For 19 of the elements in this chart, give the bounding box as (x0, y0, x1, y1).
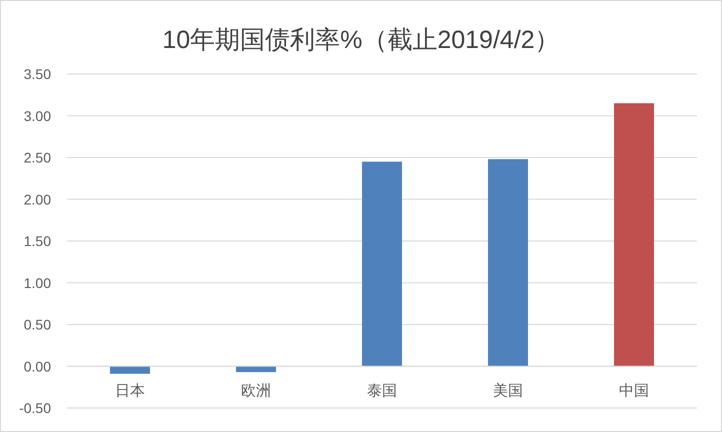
y-tick-label: 0.00 (24, 358, 52, 374)
y-tick-label: 1.50 (24, 233, 52, 249)
x-tick-label: 美国 (493, 382, 523, 400)
bar (614, 103, 654, 366)
bar (488, 159, 528, 366)
y-tick-label: 2.50 (24, 150, 52, 166)
x-tick-label: 泰国 (367, 382, 397, 400)
y-tick-label: 0.50 (24, 316, 52, 332)
chart-title: 10年期国债利率%（截止2019/4/2） (162, 26, 560, 54)
bar (362, 162, 402, 366)
x-tick-label: 日本 (115, 382, 145, 400)
y-tick-label: 3.50 (24, 66, 52, 82)
bar (110, 366, 150, 374)
y-tick-label: 1.00 (24, 274, 52, 291)
y-tick-label: -0.50 (19, 400, 52, 416)
x-tick-label: 中国 (619, 382, 649, 400)
x-tick-label: 欧洲 (241, 382, 271, 400)
y-tick-label: 3.00 (24, 108, 52, 124)
y-tick-label: 2.00 (24, 191, 52, 208)
